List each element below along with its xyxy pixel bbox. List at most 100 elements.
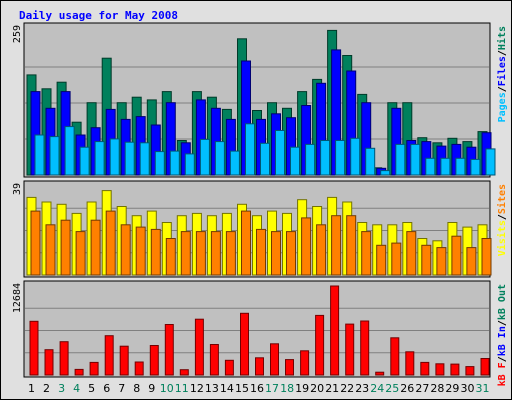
hits-files-pages-bar-pages <box>214 141 225 176</box>
kbytes-legend-part: kB Out <box>497 284 508 320</box>
visits-sites-bar-sites <box>286 231 296 276</box>
x-tick-label: 3 <box>58 382 65 395</box>
visits-sites-bar-sites <box>376 244 387 276</box>
visits-sites-bar-sites <box>481 238 492 276</box>
hits-files-pages-bar-pages <box>109 138 120 176</box>
x-tick-label: 18 <box>280 382 294 395</box>
kbytes-bar-kb-f <box>89 361 99 376</box>
visits-sites-bar-sites <box>406 231 417 276</box>
kbytes-bar-kb-f <box>194 318 204 376</box>
x-tick-label: 7 <box>118 382 125 395</box>
x-tick-label: 25 <box>385 382 399 395</box>
x-tick-label: 17 <box>265 382 279 395</box>
hits-files-pages-bar-pages <box>470 158 481 176</box>
x-tick-label: 31 <box>476 382 490 395</box>
visits-sites-bar-sites <box>466 247 477 276</box>
x-tick-label: 5 <box>88 382 95 395</box>
visits-sites-bar-sites <box>120 224 131 276</box>
kbytes-bar-kb-f <box>315 314 325 376</box>
kbytes-bar-kb-f <box>59 341 69 376</box>
kbytes-bar-kb-f <box>134 361 144 376</box>
hits-files-pages-legend: Pages/Files/Hits <box>496 26 508 122</box>
kbytes-bar-kb-f <box>179 369 189 376</box>
visits-sites-bar-sites <box>316 224 327 276</box>
visits-sites-bar-sites <box>241 210 251 276</box>
visits-sites-bar-sites <box>436 247 447 276</box>
kbytes-bar-kb-f <box>224 359 234 376</box>
kbytes-legend-part: / <box>497 356 508 362</box>
kbytes-bar-kb-f <box>450 363 460 376</box>
kbytes-bar-kb-f <box>240 312 249 376</box>
x-tick-label: 22 <box>340 382 354 395</box>
kbytes-bar-kb-f <box>255 357 264 376</box>
hits-files-pages-bar-pages <box>290 146 300 176</box>
kbytes-bar-kb-f <box>435 363 445 376</box>
kbytes-bar-kb-f <box>405 351 415 376</box>
kbytes-bar-kb-f <box>390 337 400 376</box>
visits-sites-legend-part: Sites <box>496 184 508 214</box>
kbytes-legend-part: / <box>497 320 508 326</box>
hits-files-pages-bar-pages <box>139 142 150 176</box>
x-tick-label: 23 <box>355 382 369 395</box>
visits-sites-bar-sites <box>75 231 86 276</box>
kbytes-bar-kb-f <box>74 368 84 376</box>
x-tick-label: 20 <box>310 382 324 395</box>
kbytes-bar-kb-f <box>345 323 355 376</box>
x-tick-label: 26 <box>400 382 414 395</box>
kbytes-legend-part: kB In <box>497 326 508 356</box>
hits-files-pages-bar-pages <box>335 140 346 176</box>
hits-files-pages-bar-pages <box>425 157 436 176</box>
x-tick-label: 1 <box>28 382 35 395</box>
x-tick-label: 14 <box>220 382 234 395</box>
x-tick-label: 11 <box>175 382 189 395</box>
kbytes-bar-kb-f <box>420 361 430 376</box>
chart-title: Daily usage for May 2008 <box>19 9 178 22</box>
hits-files-pages-bar-pages <box>124 141 135 176</box>
x-tick-label: 28 <box>430 382 444 395</box>
kbytes-ymax-label: 12684 <box>12 283 23 313</box>
kbytes-legend-part: kB F <box>497 362 508 386</box>
hits-files-pages-bar-pages <box>49 136 60 176</box>
hits-files-pages-bar-pages <box>320 140 331 176</box>
visits-sites-bar-sites <box>346 215 357 276</box>
hits-files-pages-bar-pages <box>260 142 270 176</box>
visits-sites-bar-sites <box>135 226 146 276</box>
x-tick-label: 30 <box>461 382 475 395</box>
kbytes-bar-kb-f <box>480 358 490 376</box>
visits-sites-bar-sites <box>361 231 372 276</box>
visits-sites-legend-part: / <box>497 214 508 220</box>
visits-sites-bar-sites <box>165 238 176 276</box>
x-tick-label: 29 <box>445 382 459 395</box>
hits-files-pages-bar-pages <box>154 151 165 176</box>
kbytes-bar-kb-f <box>330 285 340 376</box>
x-tick-label: 21 <box>325 382 339 395</box>
visits-sites-bar-sites <box>195 231 206 276</box>
hits-files-pages-bar-pages <box>245 123 255 176</box>
x-tick-label: 15 <box>235 382 249 395</box>
kbytes-bar-kb-f <box>285 359 294 376</box>
kbytes-bar-kb-f <box>375 371 385 376</box>
x-tick-label: 2 <box>43 382 50 395</box>
hits-files-pages-bar-pages <box>169 150 180 176</box>
visits-sites-bar-sites <box>105 210 116 276</box>
hits-files-pages-bar-pages <box>350 137 361 176</box>
x-tick-label: 9 <box>148 382 155 395</box>
visits-sites-bar-sites <box>331 215 342 276</box>
hits-files-pages-bar-pages <box>440 157 451 176</box>
hits-files-pages-bar-pages <box>380 170 391 176</box>
visits-sites-bar-sites <box>225 231 236 276</box>
visits-sites-ymax-label: 39 <box>12 183 23 195</box>
hits-files-pages-bar-pages <box>94 141 105 176</box>
visits-sites-bar-sites <box>301 217 312 276</box>
hits-files-pages-bar-pages <box>34 134 45 176</box>
visits-sites-bar-sites <box>256 228 266 276</box>
x-tick-label: 19 <box>295 382 309 395</box>
visits-sites-legend-part: Visits <box>496 220 508 256</box>
hits-files-pages-legend-part: Files <box>496 56 508 86</box>
kbytes-bar-kb-f <box>29 320 39 376</box>
x-tick-label: 4 <box>73 382 80 395</box>
hits-files-pages-bar-pages <box>229 150 240 176</box>
hits-files-pages-legend-part: / <box>497 86 508 92</box>
x-tick-label: 10 <box>160 382 174 395</box>
